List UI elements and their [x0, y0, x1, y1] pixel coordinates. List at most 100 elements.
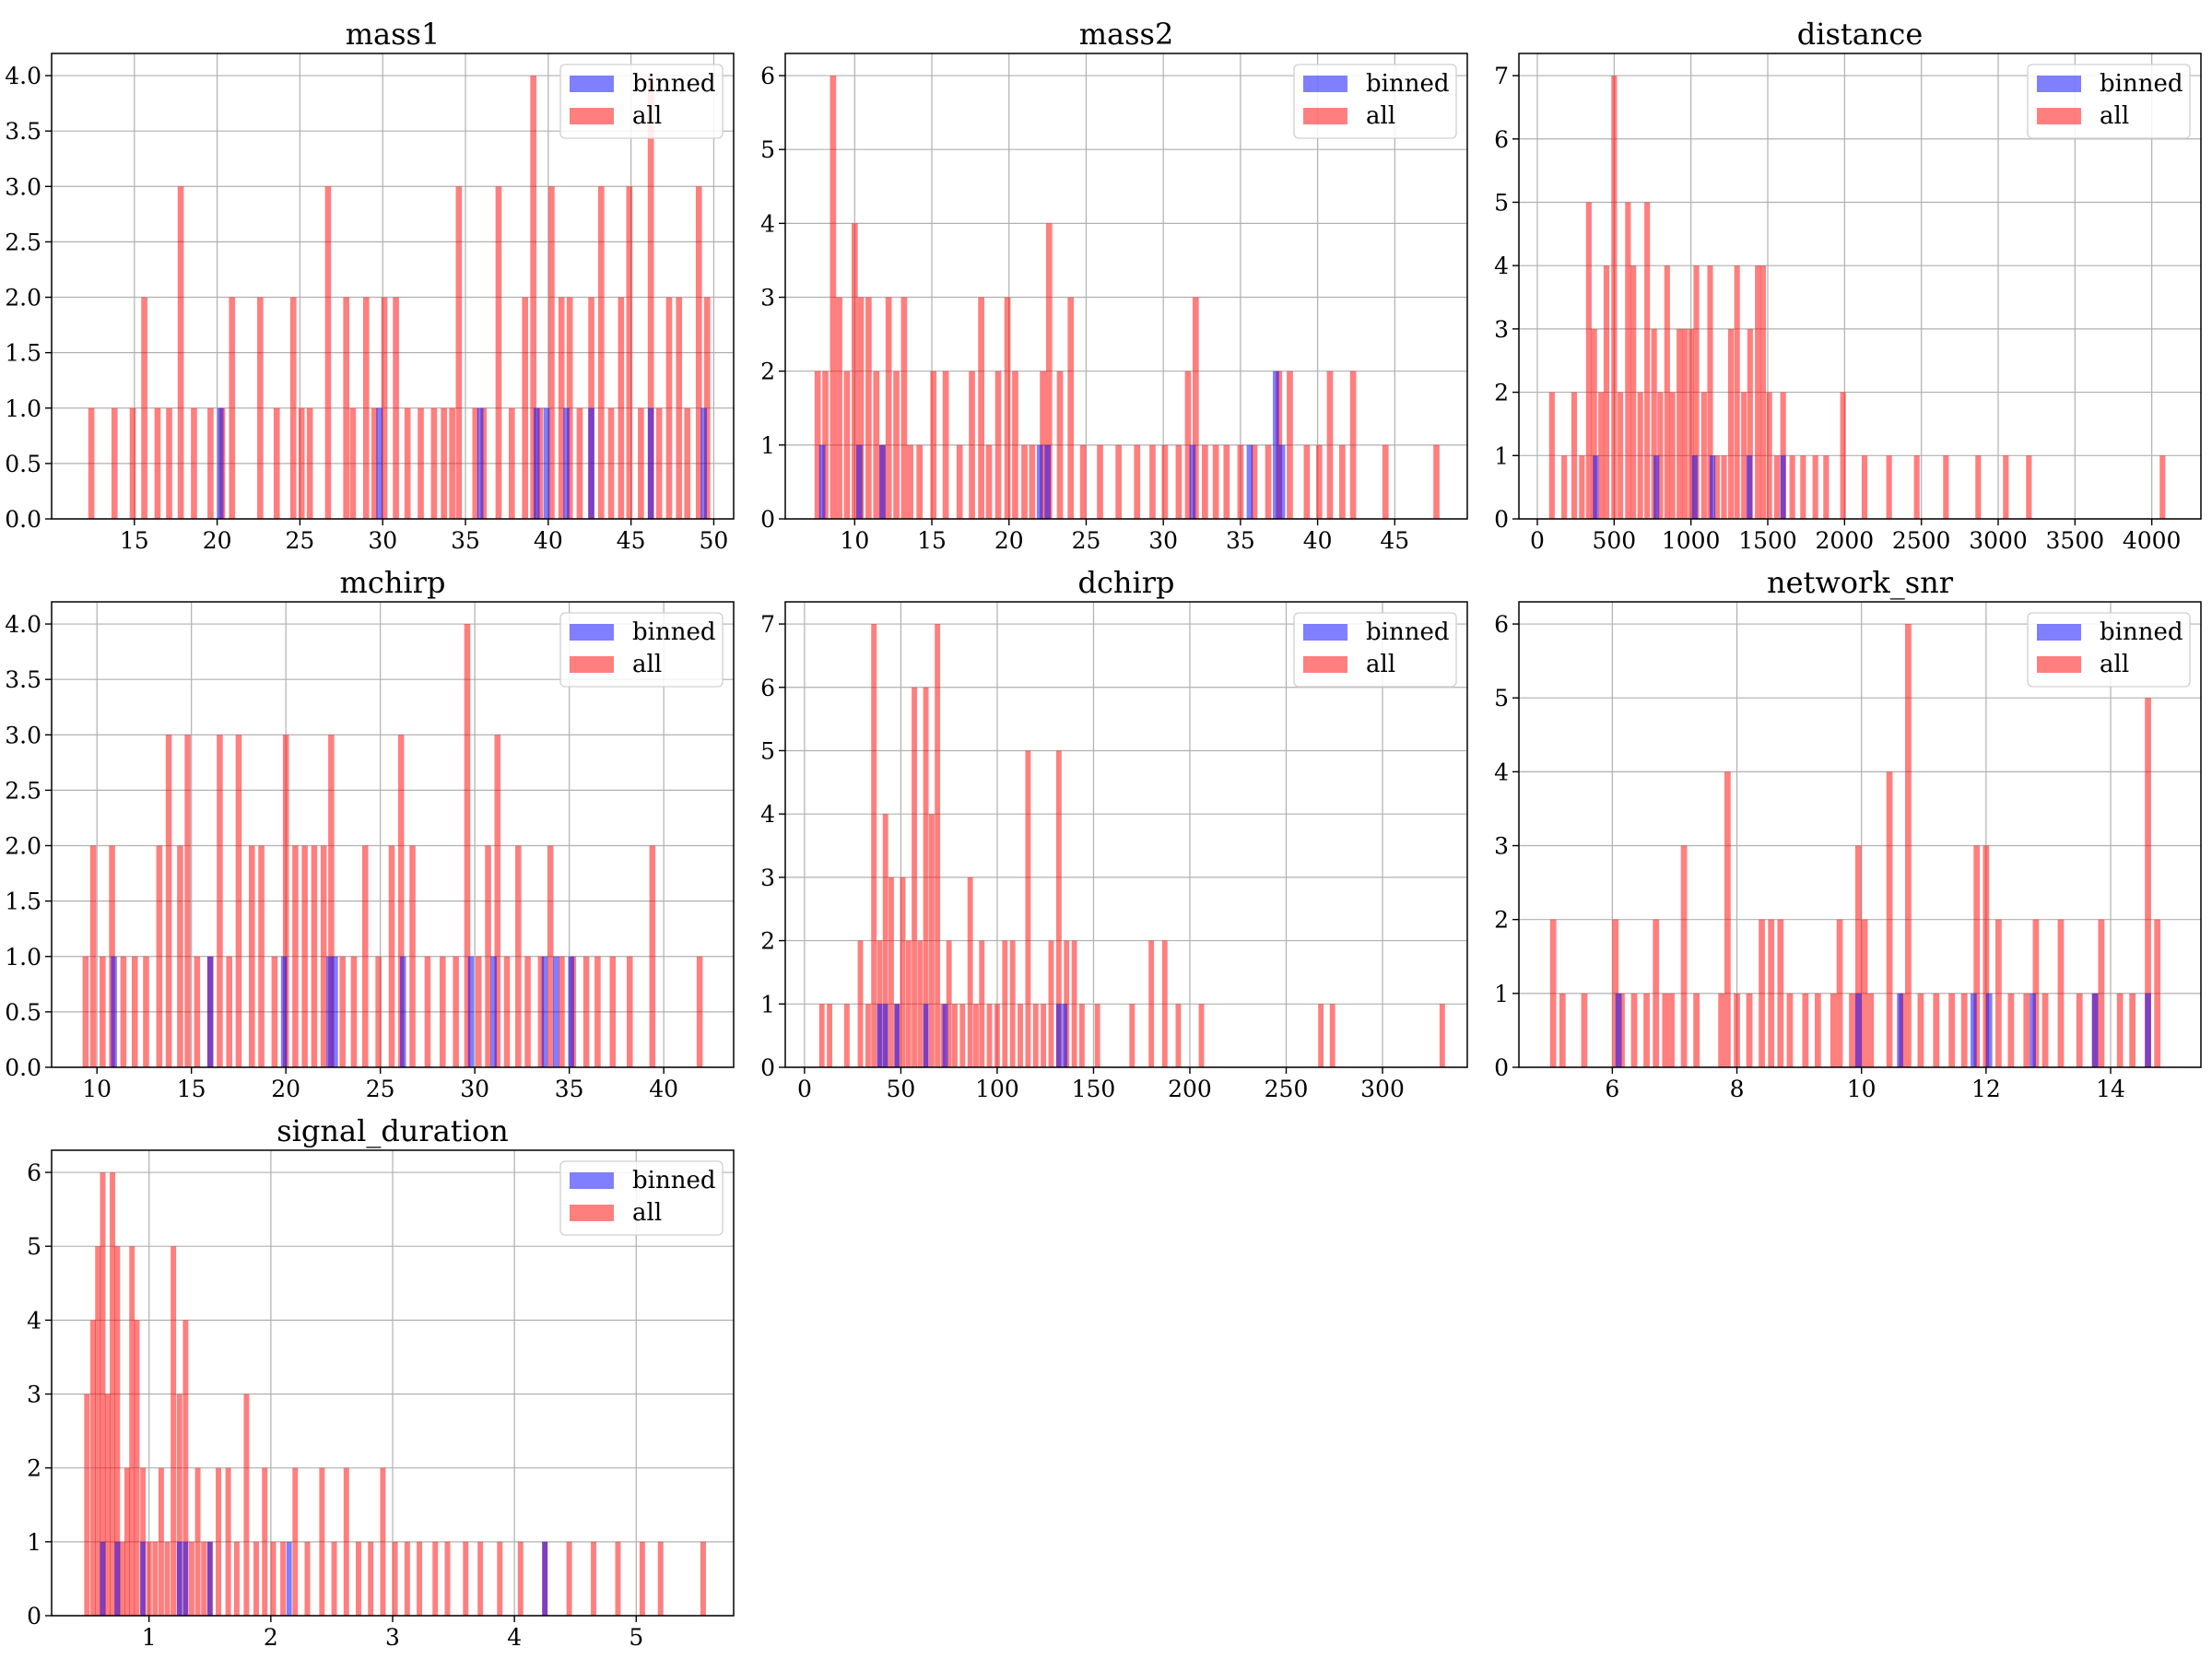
- bar-binned: [882, 1004, 888, 1067]
- bar-all: [537, 956, 545, 1067]
- y-tick-label: 1: [1494, 981, 1509, 1007]
- bar-all: [1021, 444, 1028, 519]
- bar-binned: [533, 407, 540, 519]
- bar-all: [432, 1541, 439, 1616]
- y-tick-label: 5: [1494, 685, 1509, 712]
- bar-all: [1933, 993, 1940, 1067]
- bar-all: [703, 297, 711, 519]
- bar-all: [165, 735, 172, 1067]
- legend: binned all: [2027, 64, 2191, 139]
- legend-swatch-binned: [2037, 624, 2081, 641]
- bar-all: [923, 687, 929, 1067]
- bar-all: [271, 956, 278, 1067]
- x-tick-label: 3500: [2046, 527, 2105, 554]
- bar-all: [1318, 1004, 1324, 1067]
- bar-all: [282, 735, 289, 1067]
- bar-all: [1759, 265, 1767, 519]
- legend-swatch-binned: [1303, 624, 1347, 641]
- bar-all: [626, 186, 633, 520]
- bar-all: [1766, 392, 1772, 519]
- legend-label-all: all: [632, 651, 662, 678]
- bar-all: [258, 845, 265, 1067]
- bar-all: [134, 1320, 140, 1616]
- x-tick-label: 10: [82, 1076, 112, 1102]
- subplot-distance: distance 0 500 1000 1500 2000 2500 3000 3500 4000…: [1494, 17, 2202, 554]
- bar-all: [1603, 265, 1610, 519]
- bar-binned: [1854, 993, 1862, 1067]
- bar-all: [1755, 265, 1761, 519]
- bar-all: [2116, 993, 2124, 1067]
- bar-binned: [541, 956, 548, 1067]
- bar-all: [1598, 392, 1605, 519]
- bar-all: [1303, 444, 1311, 519]
- bar-all: [657, 1541, 664, 1616]
- bar-all: [1079, 444, 1087, 519]
- bar-all: [1009, 940, 1016, 1067]
- bar-all: [1549, 919, 1557, 1067]
- bar-all: [339, 956, 346, 1067]
- bar-all: [888, 877, 894, 1067]
- bar-all: [1175, 444, 1182, 519]
- bar-all: [1184, 371, 1192, 519]
- bar-all: [885, 297, 892, 519]
- bar-all: [830, 76, 837, 520]
- bar-all: [1734, 265, 1740, 519]
- bar-all: [582, 956, 590, 1067]
- bar-all: [1681, 328, 1688, 519]
- bar-all: [177, 845, 183, 1067]
- y-tick-label: 3.0: [5, 722, 41, 748]
- bar-binned: [879, 444, 886, 519]
- bar-all: [1773, 455, 1781, 519]
- bar-binned: [399, 956, 406, 1067]
- y-tick-label: 4: [760, 210, 775, 237]
- bar-all: [1339, 444, 1346, 519]
- bar-all: [311, 845, 318, 1067]
- bar-all: [100, 956, 106, 1067]
- bar-all: [89, 845, 97, 1067]
- bar-all: [191, 407, 197, 519]
- bar-all: [472, 407, 479, 519]
- bar-all: [89, 1320, 96, 1616]
- axes-frame: [51, 53, 735, 520]
- bar-all: [304, 1541, 311, 1616]
- bar-binned: [1709, 455, 1716, 519]
- bar-all: [120, 956, 127, 1067]
- bar-all: [1630, 993, 1638, 1067]
- x-tick-label: 10: [840, 527, 869, 554]
- bar-all: [615, 1541, 621, 1616]
- bar-binned: [1278, 444, 1286, 519]
- bar-all: [559, 956, 565, 1067]
- bar-all: [1055, 750, 1062, 1067]
- bar-all: [935, 624, 941, 1067]
- bar-all: [1041, 1004, 1047, 1067]
- bar-binned: [647, 407, 654, 519]
- subplot-title: dchirp: [1077, 565, 1174, 600]
- legend: binned all: [559, 64, 724, 139]
- bar-all: [1693, 993, 1700, 1067]
- x-tick-label: 30: [460, 1076, 489, 1102]
- x-tick-label: 1500: [1738, 527, 1797, 554]
- x-tick-label: 14: [2096, 1076, 2125, 1102]
- bar-all: [576, 407, 583, 519]
- legend-label-all: all: [2100, 102, 2129, 130]
- bar-all: [2026, 455, 2032, 519]
- bar-binned: [176, 1541, 182, 1616]
- bar-binned: [563, 407, 570, 519]
- bar-all: [985, 444, 993, 519]
- y-tick-label: 0.5: [5, 451, 41, 477]
- bar-all: [1746, 993, 1753, 1067]
- bar-all: [100, 1172, 106, 1616]
- bar-all: [124, 1467, 130, 1616]
- x-tick-label: 50: [700, 527, 729, 554]
- bar-all: [331, 1541, 337, 1616]
- y-tick-label: 1: [1494, 442, 1509, 469]
- bar-all: [916, 444, 924, 519]
- bar-all: [319, 1467, 325, 1616]
- bar-all: [243, 1394, 250, 1616]
- bar-all: [356, 1541, 361, 1616]
- bar-all: [1129, 1004, 1135, 1067]
- bar-all: [1973, 845, 1981, 1067]
- bar-all: [453, 956, 459, 1067]
- bar-all: [1571, 392, 1578, 519]
- bar-all: [270, 1541, 276, 1616]
